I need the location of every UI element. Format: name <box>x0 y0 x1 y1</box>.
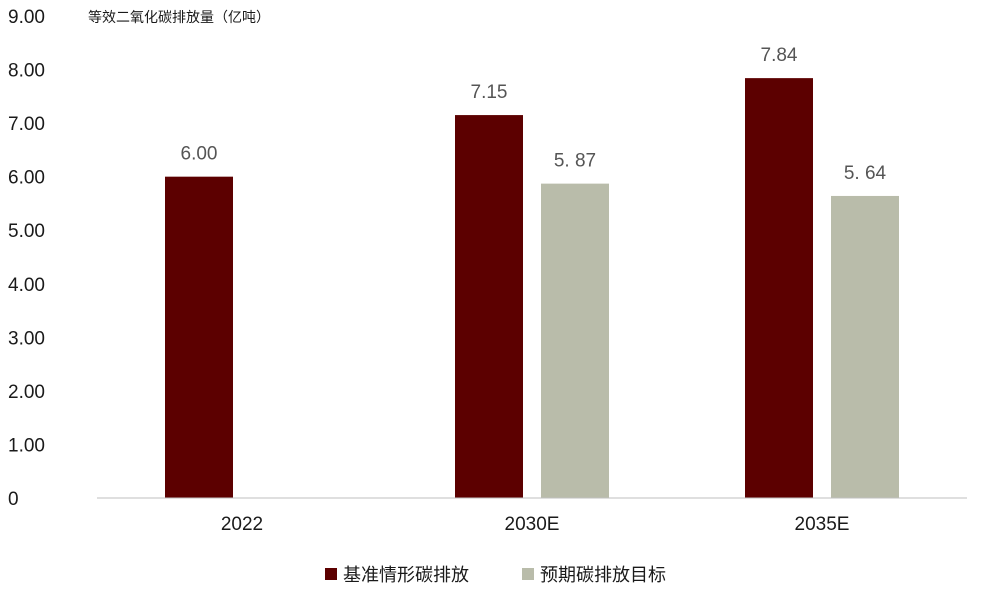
x-category-label: 2030E <box>505 514 560 535</box>
data-label: 5. 64 <box>844 163 887 184</box>
data-label: 7.84 <box>761 45 798 66</box>
legend: 基准情形碳排放 预期碳排放目标 <box>325 565 666 586</box>
legend-swatch <box>325 568 337 580</box>
legend-label: 预期碳排放目标 <box>540 565 666 586</box>
bar-2030E-预期碳排放目标 <box>541 183 609 498</box>
data-label: 7.15 <box>471 82 508 103</box>
bar-2035E-基准情形碳排放 <box>745 78 813 498</box>
data-labels: 6.00 7.15 5. 87 7.84 5. 64 <box>181 45 887 184</box>
x-axis-categories: 2022 2030E 2035E <box>221 514 850 535</box>
y-tick-label: 6.00 <box>8 168 45 189</box>
y-tick-label: 3.00 <box>8 328 45 349</box>
y-tick-label: 0 <box>8 489 19 510</box>
y-tick-label: 8.00 <box>8 61 45 82</box>
bar-2022-基准情形碳排放 <box>165 176 233 498</box>
bar-2030E-基准情形碳排放 <box>455 115 523 499</box>
y-tick-label: 7.00 <box>8 114 45 135</box>
y-axis-unit-label: 等效二氧化碳排放量（亿吨） <box>88 9 270 26</box>
y-tick-label: 1.00 <box>8 435 45 456</box>
legend-label: 基准情形碳排放 <box>343 565 469 586</box>
y-tick-label: 9.00 <box>8 7 45 28</box>
bars <box>165 78 899 499</box>
bar-2035E-预期碳排放目标 <box>831 195 899 499</box>
y-tick-label: 4.00 <box>8 275 45 296</box>
y-tick-label: 5.00 <box>8 221 45 242</box>
data-label: 6.00 <box>181 144 218 165</box>
y-tick-label: 2.00 <box>8 382 45 403</box>
y-axis-ticks: 0 1.00 2.00 3.00 4.00 5.00 6.00 7.00 8.00 9.00 <box>8 7 45 510</box>
x-category-label: 2035E <box>795 514 850 535</box>
data-label: 5. 87 <box>554 151 596 172</box>
x-category-label: 2022 <box>221 514 263 535</box>
legend-swatch <box>522 568 534 580</box>
